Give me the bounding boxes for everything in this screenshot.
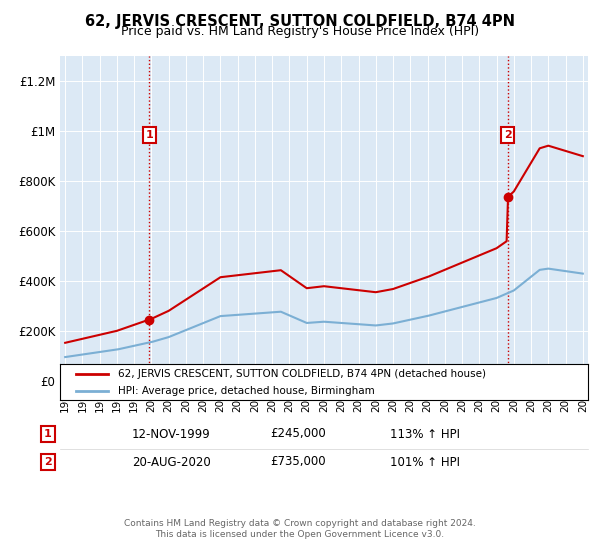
Text: £245,000: £245,000 (270, 427, 326, 441)
Text: HPI: Average price, detached house, Birmingham: HPI: Average price, detached house, Birm… (118, 386, 375, 396)
Text: 101% ↑ HPI: 101% ↑ HPI (390, 455, 460, 469)
Text: 62, JERVIS CRESCENT, SUTTON COLDFIELD, B74 4PN (detached house): 62, JERVIS CRESCENT, SUTTON COLDFIELD, B… (118, 369, 486, 379)
Text: 113% ↑ HPI: 113% ↑ HPI (390, 427, 460, 441)
Text: 1: 1 (44, 429, 52, 439)
Text: Contains HM Land Registry data © Crown copyright and database right 2024.
This d: Contains HM Land Registry data © Crown c… (124, 519, 476, 539)
Text: Price paid vs. HM Land Registry's House Price Index (HPI): Price paid vs. HM Land Registry's House … (121, 25, 479, 38)
Text: 2: 2 (504, 130, 511, 140)
Text: 20-AUG-2020: 20-AUG-2020 (132, 455, 211, 469)
Text: 62, JERVIS CRESCENT, SUTTON COLDFIELD, B74 4PN: 62, JERVIS CRESCENT, SUTTON COLDFIELD, B… (85, 14, 515, 29)
Text: £735,000: £735,000 (270, 455, 326, 469)
Text: 1: 1 (145, 130, 153, 140)
Text: 2: 2 (44, 457, 52, 467)
Text: 12-NOV-1999: 12-NOV-1999 (132, 427, 211, 441)
